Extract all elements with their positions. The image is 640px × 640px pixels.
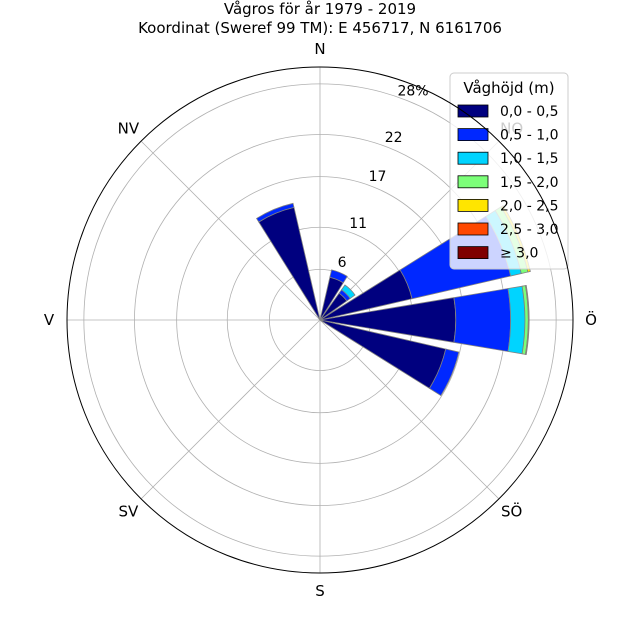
direction-label-0: N xyxy=(314,40,325,58)
bar-sector-15-bin-1 xyxy=(255,202,295,223)
bar-sector-4-bin-4 xyxy=(524,285,530,355)
direction-label-4: S xyxy=(315,582,325,600)
legend-swatch-5 xyxy=(457,222,489,236)
direction-label-3: SÖ xyxy=(501,502,522,521)
radial-tick-label: 11 xyxy=(349,216,367,232)
direction-label-5: SV xyxy=(118,503,139,521)
radial-tick-label: 17 xyxy=(369,169,387,185)
legend-title: Våghöjd (m) xyxy=(463,79,554,97)
bar-sector-4-bin-2 xyxy=(507,285,526,355)
bar-sector-2-bin-2 xyxy=(340,284,356,300)
radial-tick-label: 22 xyxy=(385,130,403,146)
legend-label-3: 1,5 - 2,0 xyxy=(500,175,558,191)
radial-tick-label: 28% xyxy=(397,83,428,99)
direction-label-7: NV xyxy=(118,119,140,137)
legend-swatch-1 xyxy=(457,128,489,142)
bar-sector-5-bin-1 xyxy=(428,348,460,397)
grid-spoke-SV xyxy=(140,319,321,500)
legend: Våghöjd (m) 0,0 - 0,5 0,5 - 1,0 1,0 - 1,5 1,… xyxy=(449,72,569,270)
legend-swatch-4 xyxy=(457,198,489,212)
legend-label-0: 0,0 - 0,5 xyxy=(500,104,558,120)
legend-swatch-3 xyxy=(457,175,489,189)
grid-spoke-NV xyxy=(140,140,321,321)
legend-label-2: 1,0 - 1,5 xyxy=(500,151,558,167)
legend-swatch-2 xyxy=(457,151,489,165)
radial-ticks: 6 11 17 22 28% xyxy=(338,83,429,270)
direction-label-6: V xyxy=(44,311,55,329)
bar-sector-4-bin-1 xyxy=(453,288,511,352)
polar-frame xyxy=(66,66,574,574)
chart-title: Vågros för år 1979 - 2019 xyxy=(223,0,417,18)
grid-spoke-SÖ xyxy=(319,319,500,500)
legend-box xyxy=(449,72,569,270)
direction-label-2: Ö xyxy=(585,310,597,329)
legend-label-6: ≥ 3,0 xyxy=(500,246,538,262)
legend-label-5: 2,5 - 3,0 xyxy=(500,222,558,238)
bar-sector-1-bin-1 xyxy=(329,269,348,284)
legend-swatch-0 xyxy=(457,104,489,118)
legend-swatch-6 xyxy=(457,246,489,260)
legend-label-1: 0,5 - 1,0 xyxy=(500,128,558,144)
chart-subtitle: Koordinat (Sweref 99 TM): E 456717, N 61… xyxy=(138,19,502,37)
bar-sector-15-bin-0 xyxy=(258,206,321,321)
radial-tick-label: 6 xyxy=(338,255,347,271)
legend-label-4: 2,0 - 2,5 xyxy=(500,198,558,214)
